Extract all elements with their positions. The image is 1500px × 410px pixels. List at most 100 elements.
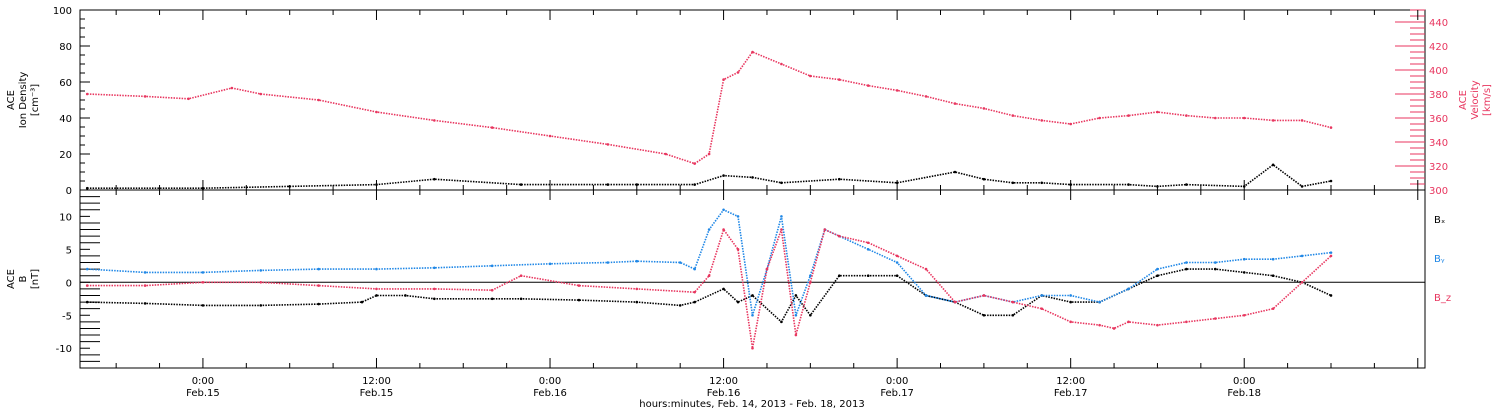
bz-point: [1011, 300, 1015, 304]
by-point: [1069, 294, 1072, 297]
date-tick-label: Feb.18: [1227, 388, 1261, 399]
density-trace: [87, 163, 1332, 189]
bx-point: [1185, 267, 1188, 271]
by-point: [375, 267, 378, 271]
bz-point: [1127, 320, 1130, 324]
velocity-point: [606, 143, 610, 146]
date-tick-label: Feb.17: [1054, 388, 1088, 399]
bx-point: [577, 298, 581, 302]
bx-point: [1242, 271, 1246, 274]
bx-point: [635, 300, 639, 304]
velocity-tick-label: 300: [1429, 186, 1448, 197]
bz-point: [924, 267, 928, 271]
velocity-point: [895, 89, 899, 92]
velocity-axis-label-line2: Velocity: [1470, 80, 1481, 119]
bottom-panel: -10 -5 0 5 10 ACE B [nT] Bₓ Bᵧ B_z: [6, 189, 1451, 369]
bz-point: [1040, 307, 1044, 310]
by-point: [1329, 251, 1333, 254]
bz-point: [490, 288, 494, 292]
density-axis-label-line1: ACE: [6, 90, 17, 110]
bz-point: [982, 294, 986, 297]
bx-point: [1156, 274, 1159, 278]
by-point: [794, 313, 798, 317]
velocity-point: [693, 162, 696, 165]
x-axis-title: hours:minutes, Feb. 14, 2013 - Feb. 18, …: [639, 399, 864, 410]
date-tick-label: Feb.16: [533, 388, 567, 399]
density-tick-label: 0: [66, 186, 72, 197]
bx-point: [201, 304, 205, 307]
bx-point: [895, 274, 899, 278]
legend-bz: B_z: [1434, 293, 1451, 304]
density-point: [722, 174, 725, 177]
bz-point: [751, 346, 754, 350]
time-tick-label: 0:00: [886, 376, 908, 387]
velocity-trace: [87, 51, 1332, 165]
bz-point: [837, 234, 841, 238]
bz-point: [85, 284, 89, 287]
bz-point: [707, 274, 711, 278]
b-axis-label-line2: B: [18, 275, 29, 282]
velocity-point: [1300, 119, 1304, 122]
velocity-point: [1069, 122, 1072, 126]
date-tick-label: Feb.16: [707, 388, 741, 399]
density-point: [780, 181, 783, 185]
density-point: [1040, 181, 1044, 185]
bx-point: [751, 294, 754, 297]
by-trace: [87, 208, 1332, 316]
b-axis-label-line3: [nT]: [30, 269, 41, 289]
density-point: [433, 177, 436, 181]
b-axis-ticks: -10 -5 0 5 10: [56, 189, 100, 362]
density-axis-ticks: 0 20 40 60 80 100: [53, 6, 90, 197]
time-tick-label: 0:00: [1233, 376, 1255, 387]
bx-point: [1011, 313, 1015, 317]
velocity-point: [953, 102, 957, 105]
velocity-point: [433, 119, 436, 122]
b-tick-label: -5: [62, 311, 72, 322]
bx-point: [519, 297, 523, 301]
velocity-axis-ticks: 300 320 340 360 380 400 420 440: [1395, 9, 1448, 197]
bx-point: [360, 300, 364, 304]
by-point: [693, 267, 696, 271]
density-point: [982, 177, 986, 181]
time-tick-label: 0:00: [539, 376, 561, 387]
bx-point: [780, 320, 783, 324]
velocity-point: [664, 152, 668, 156]
time-tick-label: 12:00: [709, 376, 738, 387]
velocity-tick-label: 400: [1429, 66, 1448, 77]
bx-point: [143, 302, 147, 305]
velocity-point: [490, 126, 494, 129]
bz-point: [1213, 317, 1217, 320]
velocity-point: [259, 92, 263, 96]
velocity-axis-label-line1: ACE: [1458, 90, 1469, 110]
bz-point: [693, 290, 696, 294]
density-point: [953, 170, 957, 174]
bx-point: [375, 294, 378, 297]
density-point: [1127, 183, 1130, 186]
bx-point: [736, 300, 740, 304]
by-point: [1156, 267, 1159, 271]
by-point: [1040, 294, 1044, 297]
time-tick-label: 0:00: [192, 376, 214, 387]
bottom-panel-series: [85, 208, 1333, 350]
bz-point: [736, 248, 740, 251]
velocity-tick-label: 360: [1429, 114, 1448, 125]
bx-point: [433, 297, 436, 301]
bx-point: [259, 304, 263, 307]
density-point: [837, 177, 841, 181]
bz-point: [823, 228, 827, 231]
by-point: [606, 261, 610, 264]
velocity-point: [924, 95, 928, 98]
bz-point: [1098, 323, 1101, 327]
bx-point: [722, 287, 725, 291]
by-point: [924, 294, 928, 297]
bx-point: [1271, 274, 1275, 278]
by-point: [317, 267, 320, 271]
density-point: [606, 183, 610, 186]
time-tick-label: 12:00: [1056, 376, 1085, 387]
velocity-point: [375, 110, 378, 114]
by-point: [1300, 254, 1304, 258]
bz-point: [780, 228, 783, 231]
by-point: [143, 271, 147, 274]
density-point: [693, 183, 696, 186]
velocity-point: [1011, 114, 1015, 117]
